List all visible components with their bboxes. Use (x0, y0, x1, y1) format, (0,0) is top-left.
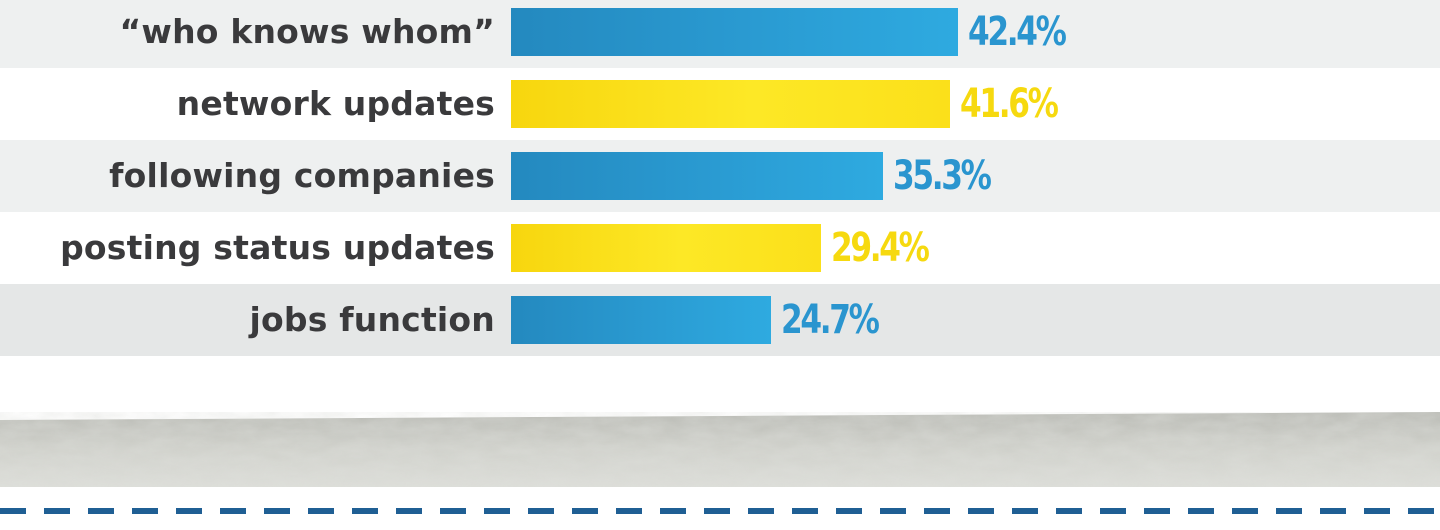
concrete-band-grain (0, 412, 1440, 487)
value-label: 29.4% (830, 225, 930, 271)
value-label: 35.3% (893, 153, 992, 199)
category-label: jobs function (249, 300, 495, 339)
category-label: following companies (109, 156, 495, 195)
value-label: 24.7% (781, 297, 880, 343)
value-label: 42.4% (968, 9, 1067, 55)
bar (511, 224, 821, 272)
value-label: 41.6% (959, 81, 1059, 127)
bar-row-posting-status-updates: posting status updates 29.4% (0, 212, 1440, 284)
dashed-divider (0, 508, 1440, 514)
bar (511, 8, 958, 56)
category-label: network updates (176, 84, 495, 123)
bar-row-jobs-function: jobs function 24.7% (0, 284, 1440, 356)
category-label: “who knows whom” (119, 12, 495, 51)
bar (511, 152, 884, 200)
bar-row-network-updates: network updates 41.6% (0, 68, 1440, 140)
bar-row-who-knows-whom: “who knows whom” 42.4% (0, 0, 1440, 68)
bar (511, 296, 772, 344)
category-label: posting status updates (60, 228, 495, 267)
bar-row-following-companies: following companies 35.3% (0, 140, 1440, 212)
bar (511, 80, 950, 128)
